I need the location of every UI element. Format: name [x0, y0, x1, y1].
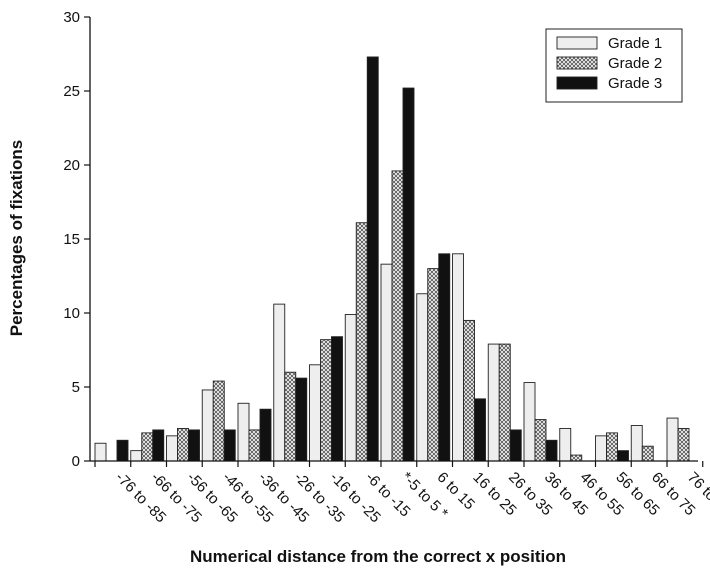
bar-grade-2-12: [534, 419, 547, 462]
legend-swatch-grade-1: [556, 36, 598, 50]
bar-grade-3-14: [617, 450, 629, 462]
bar-grade-1-13: [559, 427, 572, 462]
bar-grade-1-8: [380, 263, 393, 462]
bar-grade-2-13: [570, 454, 583, 462]
bar-grade-1-9: [416, 293, 429, 462]
legend-label-grade-2: Grade 2: [608, 55, 662, 72]
bar-grade-2-9: [427, 268, 440, 462]
bar-grade-1-12: [523, 382, 536, 462]
bar-grade-2-6: [320, 339, 332, 462]
bar-grade-3-0: [116, 439, 129, 462]
bar-grade-2-7: [355, 222, 368, 462]
bar-grade-1-5: [273, 303, 286, 462]
bar-grade-3-5: [295, 377, 308, 462]
bar-grade-2-1: [141, 432, 154, 462]
bar-grade-2-14: [606, 432, 618, 462]
y-tick-label-0: 0: [72, 453, 80, 470]
bar-grade-1-2: [166, 435, 178, 462]
bar-grade-2-2: [177, 427, 189, 462]
bar-grade-2-3: [212, 380, 225, 462]
bar-grade-2-5: [284, 371, 297, 462]
bars-layer: [94, 56, 690, 462]
bar-grade-3-8: [402, 87, 415, 462]
bar-grade-2-4: [248, 429, 261, 462]
bar-grade-1-0: [94, 442, 107, 462]
bar-grade-1-16: [666, 417, 679, 462]
bar-grade-3-10: [474, 398, 486, 462]
bar-grade-3-4: [259, 408, 272, 462]
bar-grade-1-1: [130, 450, 143, 462]
legend: Grade 1 Grade 2 Grade 3: [545, 28, 683, 103]
legend-label-grade-1: Grade 1: [608, 35, 662, 52]
bar-grade-1-4: [237, 402, 250, 462]
bar-grade-2-15: [641, 445, 654, 462]
bar-grade-2-8: [391, 170, 404, 462]
bar-grade-1-10: [452, 253, 464, 462]
bar-grade-3-1: [152, 429, 165, 462]
bar-grade-3-11: [509, 429, 522, 462]
bar-grade-1-15: [630, 425, 643, 462]
bar-grade-3-9: [438, 253, 451, 462]
legend-swatch-grade-3: [556, 76, 598, 90]
y-tick-label-25: 25: [63, 83, 80, 100]
y-axis-label: Percentages of fixations: [7, 140, 26, 337]
bar-grade-2-10: [463, 319, 475, 462]
legend-label-grade-3: Grade 3: [608, 75, 662, 92]
bar-grade-3-2: [188, 429, 200, 462]
bar-grade-3-12: [545, 439, 558, 462]
bar-grade-1-7: [344, 314, 357, 462]
bar-grade-2-16: [677, 427, 690, 462]
bar-grade-2-11: [498, 343, 511, 462]
y-tick-label-30: 30: [63, 9, 80, 26]
y-tick-label-20: 20: [63, 157, 80, 174]
legend-swatch-grade-2: [556, 56, 598, 70]
bar-grade-3-3: [223, 429, 236, 462]
y-tick-label-5: 5: [72, 379, 80, 396]
y-tick-label-10: 10: [63, 305, 80, 322]
bar-grade-3-7: [366, 56, 379, 462]
bar-grade-1-11: [487, 343, 500, 462]
bar-grade-1-3: [201, 389, 214, 462]
bar-grade-3-6: [331, 336, 343, 462]
bar-grade-1-6: [309, 364, 321, 462]
x-axis-label: Numerical distance from the correct x po…: [190, 547, 566, 566]
y-tick-label-15: 15: [63, 231, 80, 248]
bar-grade-1-14: [595, 435, 607, 462]
